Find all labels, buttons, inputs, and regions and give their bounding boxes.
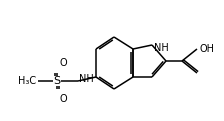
Text: S: S [54,76,60,86]
Text: OH: OH [199,44,214,54]
Text: NH: NH [79,74,94,84]
Text: O: O [59,94,67,104]
Text: NH: NH [154,43,169,53]
Text: H₃C: H₃C [18,76,36,86]
Text: O: O [59,58,67,68]
